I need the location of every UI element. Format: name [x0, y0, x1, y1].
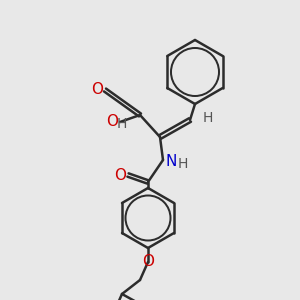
- Text: H: H: [203, 111, 213, 125]
- Text: H: H: [117, 117, 127, 131]
- Text: O: O: [106, 115, 118, 130]
- Text: N: N: [165, 154, 177, 169]
- Text: H: H: [178, 157, 188, 171]
- Text: O: O: [114, 167, 126, 182]
- Text: O: O: [91, 82, 103, 98]
- Text: O: O: [142, 254, 154, 269]
